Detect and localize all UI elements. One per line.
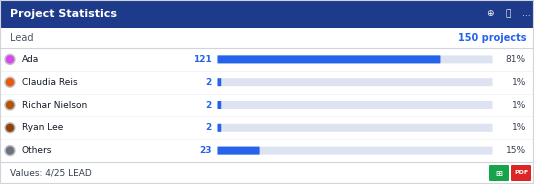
Circle shape [5, 146, 15, 156]
Circle shape [5, 54, 15, 64]
Circle shape [6, 56, 13, 63]
Circle shape [5, 100, 15, 110]
Text: 1%: 1% [512, 78, 526, 87]
FancyBboxPatch shape [489, 165, 509, 181]
Text: 121: 121 [193, 55, 212, 64]
Text: 15%: 15% [506, 146, 526, 155]
Text: 150 projects: 150 projects [458, 33, 526, 43]
Text: Project Statistics: Project Statistics [10, 9, 117, 19]
FancyBboxPatch shape [217, 124, 221, 132]
Text: ⊞: ⊞ [496, 169, 502, 178]
Text: 23: 23 [200, 146, 212, 155]
Text: Richar Nielson: Richar Nielson [22, 100, 87, 109]
Text: 1%: 1% [512, 100, 526, 109]
FancyBboxPatch shape [217, 55, 492, 63]
Circle shape [6, 102, 13, 109]
Circle shape [6, 124, 13, 131]
Text: ⤢: ⤢ [505, 10, 511, 19]
Text: PDF: PDF [514, 171, 528, 176]
Text: Values: 4/25 LEAD: Values: 4/25 LEAD [10, 169, 92, 178]
FancyBboxPatch shape [217, 78, 221, 86]
Text: Claudia Reis: Claudia Reis [22, 78, 77, 87]
Text: ...: ... [522, 10, 530, 19]
Text: Others: Others [22, 146, 52, 155]
FancyBboxPatch shape [0, 0, 534, 28]
FancyBboxPatch shape [217, 101, 492, 109]
Text: 2: 2 [206, 78, 212, 87]
Text: 2: 2 [206, 100, 212, 109]
FancyBboxPatch shape [217, 101, 221, 109]
FancyBboxPatch shape [217, 147, 260, 155]
FancyBboxPatch shape [511, 165, 531, 181]
Text: Lead: Lead [10, 33, 34, 43]
Text: 1%: 1% [512, 123, 526, 132]
Circle shape [5, 77, 15, 87]
FancyBboxPatch shape [217, 124, 492, 132]
Text: ⊕: ⊕ [486, 10, 494, 19]
Text: 2: 2 [206, 123, 212, 132]
Text: Ryan Lee: Ryan Lee [22, 123, 64, 132]
Circle shape [5, 123, 15, 133]
FancyBboxPatch shape [217, 147, 492, 155]
FancyBboxPatch shape [217, 78, 492, 86]
Text: Ada: Ada [22, 55, 40, 64]
Circle shape [6, 147, 13, 154]
Circle shape [6, 79, 13, 86]
FancyBboxPatch shape [217, 55, 441, 63]
Text: 81%: 81% [506, 55, 526, 64]
